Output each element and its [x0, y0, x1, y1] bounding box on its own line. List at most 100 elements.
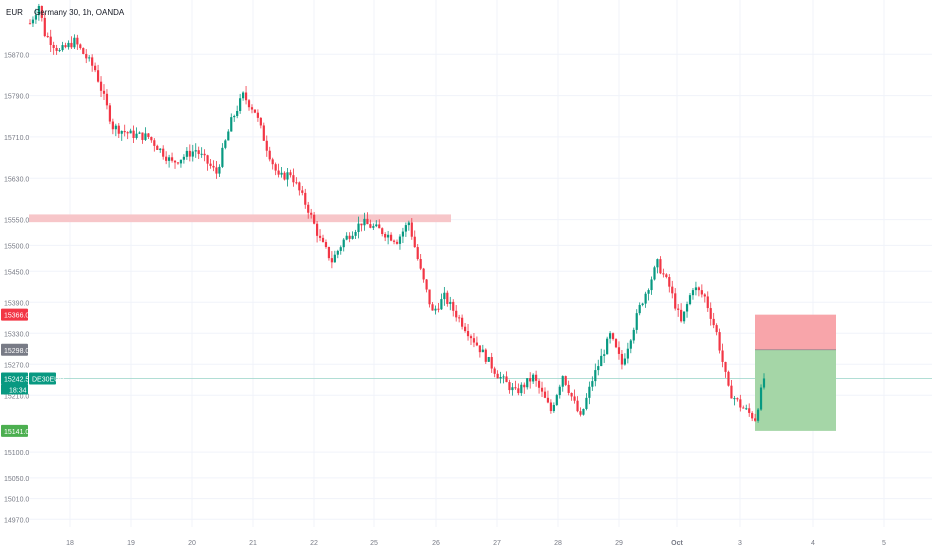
- candle-body: [535, 374, 538, 381]
- candle-body: [742, 407, 745, 409]
- candle-body: [617, 347, 621, 354]
- candle-body: [401, 231, 405, 237]
- candle-body: [389, 234, 393, 241]
- candle-body: [496, 373, 499, 379]
- candle-body: [425, 279, 428, 290]
- countdown-badge: [1, 384, 28, 395]
- candle-body: [404, 225, 407, 232]
- candle-body: [437, 308, 440, 310]
- price-axis-label: 15100.0: [4, 450, 29, 457]
- candle-body: [455, 310, 458, 318]
- candle-body: [730, 385, 733, 399]
- candle-body: [594, 370, 597, 382]
- candle-body: [668, 277, 671, 287]
- candle-body: [91, 57, 94, 66]
- candle-body: [73, 37, 76, 48]
- candle-body: [162, 148, 165, 157]
- candle-body: [588, 386, 591, 398]
- candle-body: [132, 130, 135, 138]
- candle-body: [549, 402, 553, 412]
- candle-body: [546, 397, 550, 403]
- candle-body: [315, 223, 319, 236]
- candle-body: [721, 350, 724, 362]
- candle-body: [452, 301, 455, 311]
- candle-body: [135, 133, 138, 138]
- time-axis-label: Oct: [671, 540, 683, 547]
- currency-label: EUR: [6, 7, 23, 17]
- candle-body: [64, 45, 67, 48]
- candle-body: [677, 308, 680, 310]
- candle-body: [85, 53, 88, 59]
- candle-body: [653, 267, 656, 280]
- candle-body: [313, 214, 316, 224]
- candle-body: [79, 44, 82, 49]
- candle-body: [608, 333, 612, 339]
- candle-body: [336, 250, 339, 255]
- candle-body: [463, 326, 467, 332]
- candle-body: [697, 287, 700, 291]
- candle-body: [76, 37, 79, 45]
- candle-body: [511, 387, 514, 391]
- candle-body: [307, 204, 310, 213]
- candle-body: [197, 150, 200, 154]
- price-axis-label: 15050.0: [4, 476, 29, 483]
- price-axis-label: 15710.0: [4, 135, 29, 142]
- candle-body: [727, 371, 730, 386]
- candle-body: [253, 109, 257, 113]
- candle-body: [656, 259, 659, 268]
- price-axis-label: 15870.0: [4, 52, 29, 59]
- candle-body: [360, 223, 363, 226]
- candle-body: [585, 397, 588, 409]
- candle-body: [665, 274, 668, 278]
- candle-body: [114, 125, 117, 130]
- candle-body: [182, 156, 186, 160]
- candle-body: [718, 332, 721, 351]
- candle-body: [644, 293, 647, 304]
- time-axis-label: 28: [554, 540, 562, 547]
- candle-body: [487, 357, 490, 362]
- time-axis-label: 21: [249, 540, 257, 547]
- stop-loss-zone[interactable]: [755, 314, 836, 350]
- candle-body: [31, 19, 35, 24]
- candle-body: [298, 182, 301, 191]
- candle-body: [724, 361, 727, 372]
- candle-body: [318, 235, 322, 238]
- candle-body: [600, 355, 603, 367]
- take-profit-zone[interactable]: [755, 349, 836, 431]
- time-axis-label: 25: [370, 540, 378, 547]
- candle-body: [159, 148, 162, 150]
- candle-body: [58, 50, 61, 52]
- candle-body: [185, 150, 188, 157]
- candle-body: [529, 378, 532, 382]
- candle-body: [517, 388, 520, 394]
- candle-body: [526, 378, 529, 388]
- candle-body: [357, 223, 360, 233]
- candle-body: [236, 110, 239, 116]
- candle-body: [206, 155, 209, 164]
- candle-body: [153, 140, 156, 146]
- candle-body: [123, 131, 126, 133]
- candle-body: [685, 304, 689, 312]
- candle-body: [330, 258, 333, 263]
- candle-body: [446, 292, 449, 304]
- take-profit-badge: [1, 424, 28, 437]
- price-axis-label: 15330.0: [4, 331, 29, 338]
- candle-body: [28, 23, 32, 25]
- candle-body: [280, 172, 283, 175]
- candle-body: [461, 317, 464, 327]
- candle-body: [102, 90, 106, 94]
- time-axis-label: 4: [811, 540, 815, 547]
- candle-body: [108, 105, 112, 122]
- candle-body: [419, 259, 422, 269]
- candle-body: [674, 293, 677, 309]
- candle-body: [493, 368, 496, 374]
- candle-body: [552, 404, 555, 412]
- stop-loss-badge-text: 15366.0: [4, 313, 29, 320]
- candle-body: [295, 182, 298, 184]
- candle-body: [256, 112, 259, 118]
- candle-body: [244, 92, 248, 101]
- time-axis-label: 26: [432, 540, 440, 547]
- candle-body: [573, 396, 576, 401]
